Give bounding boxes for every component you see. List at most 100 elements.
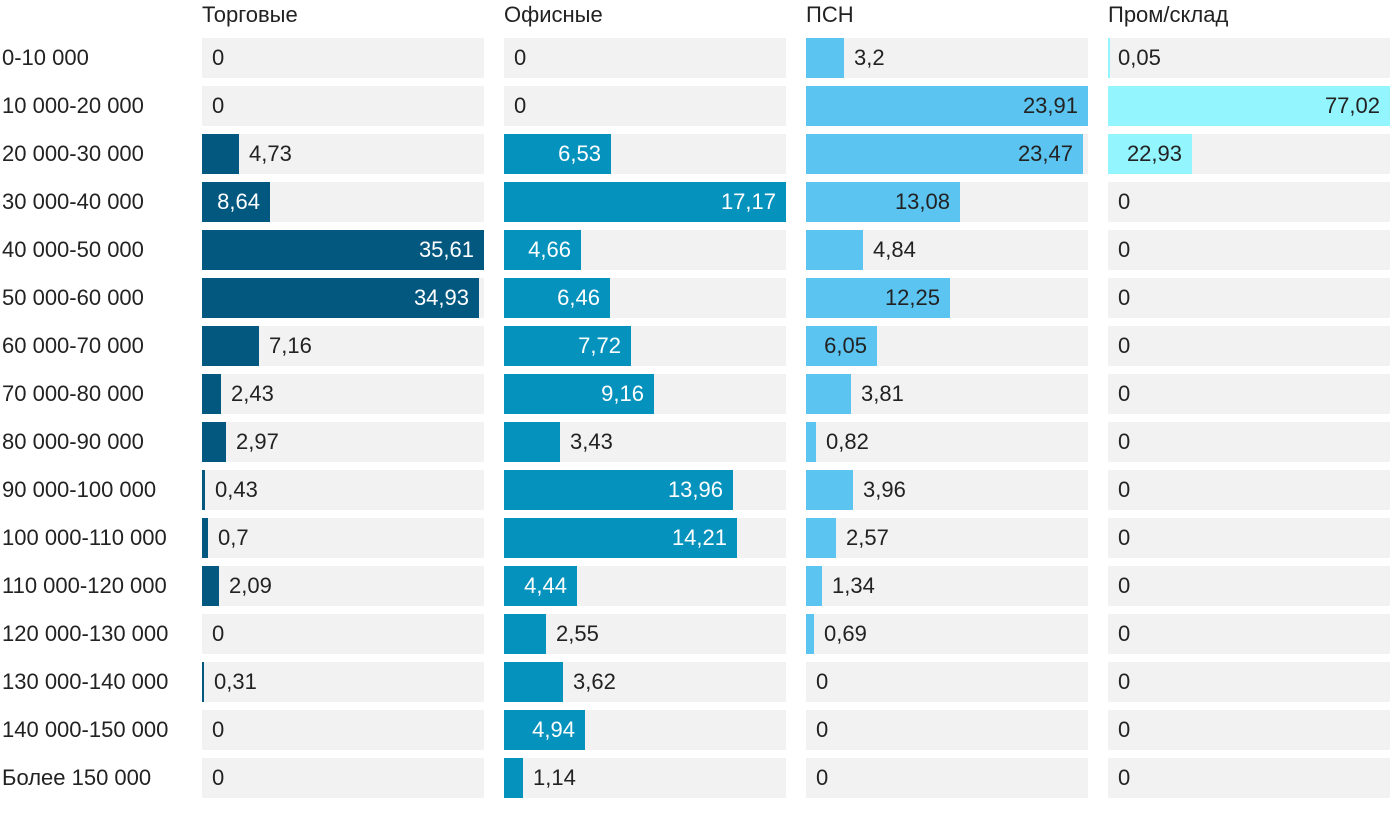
data-label: 9,16 bbox=[601, 381, 644, 406]
bar[interactable] bbox=[806, 422, 816, 462]
data-label: 2,57 bbox=[846, 525, 889, 550]
bar-track: 0 bbox=[806, 710, 1088, 750]
bar[interactable] bbox=[202, 326, 259, 366]
data-label: 0,31 bbox=[214, 669, 257, 694]
bar-track: 2,97 bbox=[202, 422, 484, 462]
row-label: 40 000-50 000 bbox=[2, 237, 144, 262]
bar-track: 3,43 bbox=[504, 422, 786, 462]
bar-track: 1,14 bbox=[504, 758, 786, 798]
bar[interactable] bbox=[806, 470, 853, 510]
bar-track: 6,46 bbox=[504, 278, 786, 318]
bar[interactable] bbox=[202, 470, 205, 510]
bar[interactable] bbox=[202, 374, 221, 414]
row-label: 110 000-120 000 bbox=[2, 573, 167, 598]
bar[interactable] bbox=[504, 134, 611, 174]
bar[interactable] bbox=[504, 326, 631, 366]
bar[interactable] bbox=[504, 374, 654, 414]
row-label: Более 150 000 bbox=[2, 765, 152, 790]
data-label: 12,25 bbox=[884, 285, 940, 310]
bar[interactable] bbox=[504, 662, 563, 702]
bar[interactable] bbox=[202, 662, 204, 702]
bar[interactable] bbox=[806, 278, 950, 318]
bar[interactable] bbox=[504, 422, 560, 462]
bar[interactable] bbox=[504, 710, 585, 750]
data-label: 3,2 bbox=[854, 45, 885, 70]
row-label: 120 000-130 000 bbox=[2, 621, 169, 646]
data-label: 0 bbox=[1118, 717, 1131, 742]
bar-track: 23,91 bbox=[806, 86, 1088, 126]
data-label: 3,62 bbox=[573, 669, 616, 694]
data-label: 4,94 bbox=[532, 717, 575, 742]
data-label: 8,64 bbox=[217, 189, 260, 214]
bar[interactable] bbox=[504, 470, 733, 510]
data-label: 7,72 bbox=[578, 333, 621, 358]
bar-track: 23,47 bbox=[806, 134, 1088, 174]
data-label: 0 bbox=[1118, 285, 1131, 310]
row-label: 100 000-110 000 bbox=[2, 525, 167, 550]
data-label: 0 bbox=[1118, 621, 1131, 646]
bar[interactable] bbox=[504, 614, 546, 654]
bar-track: 4,94 bbox=[504, 710, 786, 750]
bar[interactable] bbox=[504, 230, 581, 270]
bar[interactable] bbox=[504, 182, 786, 222]
bar[interactable] bbox=[806, 566, 822, 606]
row-label: 0-10 000 bbox=[2, 45, 89, 70]
bar[interactable] bbox=[806, 134, 1083, 174]
data-label: 0 bbox=[1118, 333, 1131, 358]
bar-track: 0 bbox=[1108, 470, 1390, 510]
bar[interactable] bbox=[1108, 134, 1192, 174]
bar[interactable] bbox=[202, 422, 226, 462]
row-label: 130 000-140 000 bbox=[2, 669, 169, 694]
bar-track: 2,57 bbox=[806, 518, 1088, 558]
bar-track: 2,09 bbox=[202, 566, 484, 606]
data-label: 0,82 bbox=[826, 429, 869, 454]
series-title: ПСН bbox=[806, 2, 854, 27]
row-label: 90 000-100 000 bbox=[2, 477, 157, 502]
bar[interactable] bbox=[504, 278, 610, 318]
data-label: 0 bbox=[1118, 525, 1131, 550]
bar[interactable] bbox=[202, 518, 208, 558]
data-label: 0 bbox=[212, 717, 225, 742]
bar[interactable] bbox=[806, 326, 877, 366]
bar[interactable] bbox=[1108, 38, 1110, 78]
bar-track: 0 bbox=[1108, 230, 1390, 270]
bar-track: 0 bbox=[202, 758, 484, 798]
data-label: 1,14 bbox=[533, 765, 576, 790]
bar-track: 0 bbox=[1108, 758, 1390, 798]
bar[interactable] bbox=[806, 86, 1088, 126]
bar[interactable] bbox=[202, 134, 239, 174]
bar[interactable] bbox=[806, 374, 851, 414]
bar[interactable] bbox=[202, 230, 484, 270]
bar-track: 4,66 bbox=[504, 230, 786, 270]
data-label: 14,21 bbox=[671, 525, 727, 550]
bar[interactable] bbox=[806, 518, 836, 558]
bar[interactable] bbox=[806, 230, 863, 270]
bar-track: 7,72 bbox=[504, 326, 786, 366]
bar-track: 4,44 bbox=[504, 566, 786, 606]
bar-track: 0 bbox=[504, 86, 786, 126]
bar[interactable] bbox=[806, 614, 814, 654]
bar[interactable] bbox=[202, 182, 270, 222]
bar-track: 17,17 bbox=[504, 182, 786, 222]
bar[interactable] bbox=[1108, 86, 1390, 126]
bar-track: 0 bbox=[1108, 662, 1390, 702]
data-label: 23,91 bbox=[1022, 93, 1078, 118]
bar[interactable] bbox=[806, 182, 960, 222]
bar[interactable] bbox=[504, 566, 577, 606]
data-label: 23,47 bbox=[1017, 141, 1073, 166]
bar-track: 35,61 bbox=[202, 230, 484, 270]
bar-track: 6,53 bbox=[504, 134, 786, 174]
bar[interactable] bbox=[504, 758, 523, 798]
data-label: 0 bbox=[1118, 429, 1131, 454]
data-label: 0 bbox=[1118, 669, 1131, 694]
bar[interactable] bbox=[202, 278, 479, 318]
bar[interactable] bbox=[806, 38, 844, 78]
row-label: 140 000-150 000 bbox=[2, 717, 169, 742]
bar[interactable] bbox=[504, 518, 737, 558]
data-label: 7,16 bbox=[269, 333, 312, 358]
bar[interactable] bbox=[202, 566, 219, 606]
data-label: 0 bbox=[1118, 765, 1131, 790]
data-label: 13,08 bbox=[894, 189, 950, 214]
row-label: 10 000-20 000 bbox=[2, 93, 144, 118]
bar-track: 0 bbox=[202, 38, 484, 78]
